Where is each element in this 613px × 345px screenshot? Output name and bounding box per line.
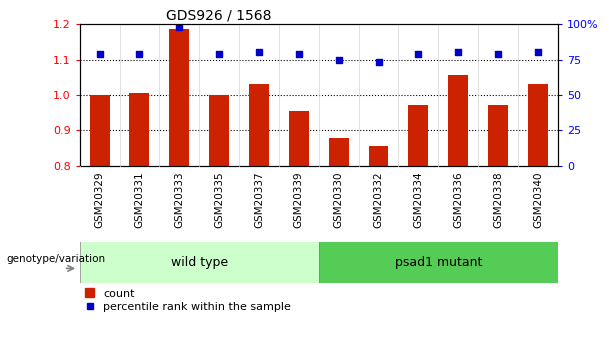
- Text: GSM20331: GSM20331: [134, 172, 145, 228]
- Bar: [488, 105, 508, 166]
- Bar: [408, 105, 428, 166]
- Point: [413, 51, 423, 57]
- Point: [373, 60, 384, 65]
- Text: GSM20329: GSM20329: [94, 172, 105, 228]
- Text: GSM20338: GSM20338: [493, 172, 503, 228]
- Text: GSM20334: GSM20334: [413, 172, 424, 228]
- Text: GSM20333: GSM20333: [174, 172, 185, 228]
- Point: [454, 50, 463, 55]
- Text: GSM20336: GSM20336: [453, 172, 463, 228]
- Point: [134, 51, 145, 57]
- Text: GSM20337: GSM20337: [254, 172, 264, 228]
- Point: [493, 51, 503, 57]
- Bar: [448, 76, 468, 166]
- Text: GSM20332: GSM20332: [373, 172, 384, 228]
- Bar: [80, 241, 319, 283]
- Bar: [249, 84, 269, 166]
- Point: [175, 24, 185, 30]
- Bar: [169, 29, 189, 166]
- Text: genotype/variation: genotype/variation: [6, 254, 105, 264]
- Bar: [289, 111, 309, 166]
- Text: GSM20340: GSM20340: [533, 172, 543, 228]
- Bar: [89, 95, 110, 166]
- Point: [333, 57, 343, 62]
- Point: [254, 50, 264, 55]
- Point: [94, 51, 104, 57]
- Bar: [528, 84, 548, 166]
- Bar: [368, 146, 389, 166]
- Text: wild type: wild type: [170, 256, 228, 269]
- Point: [294, 51, 304, 57]
- Text: GSM20339: GSM20339: [294, 172, 304, 228]
- Bar: [209, 95, 229, 166]
- Legend: count, percentile rank within the sample: count, percentile rank within the sample: [85, 288, 291, 312]
- Text: psad1 mutant: psad1 mutant: [395, 256, 482, 269]
- Point: [533, 50, 543, 55]
- Text: GSM20330: GSM20330: [333, 172, 344, 228]
- Text: GDS926 / 1568: GDS926 / 1568: [166, 9, 272, 23]
- Bar: [319, 241, 558, 283]
- Text: GSM20335: GSM20335: [214, 172, 224, 228]
- Bar: [129, 93, 150, 166]
- Bar: [329, 138, 349, 166]
- Point: [215, 51, 224, 57]
